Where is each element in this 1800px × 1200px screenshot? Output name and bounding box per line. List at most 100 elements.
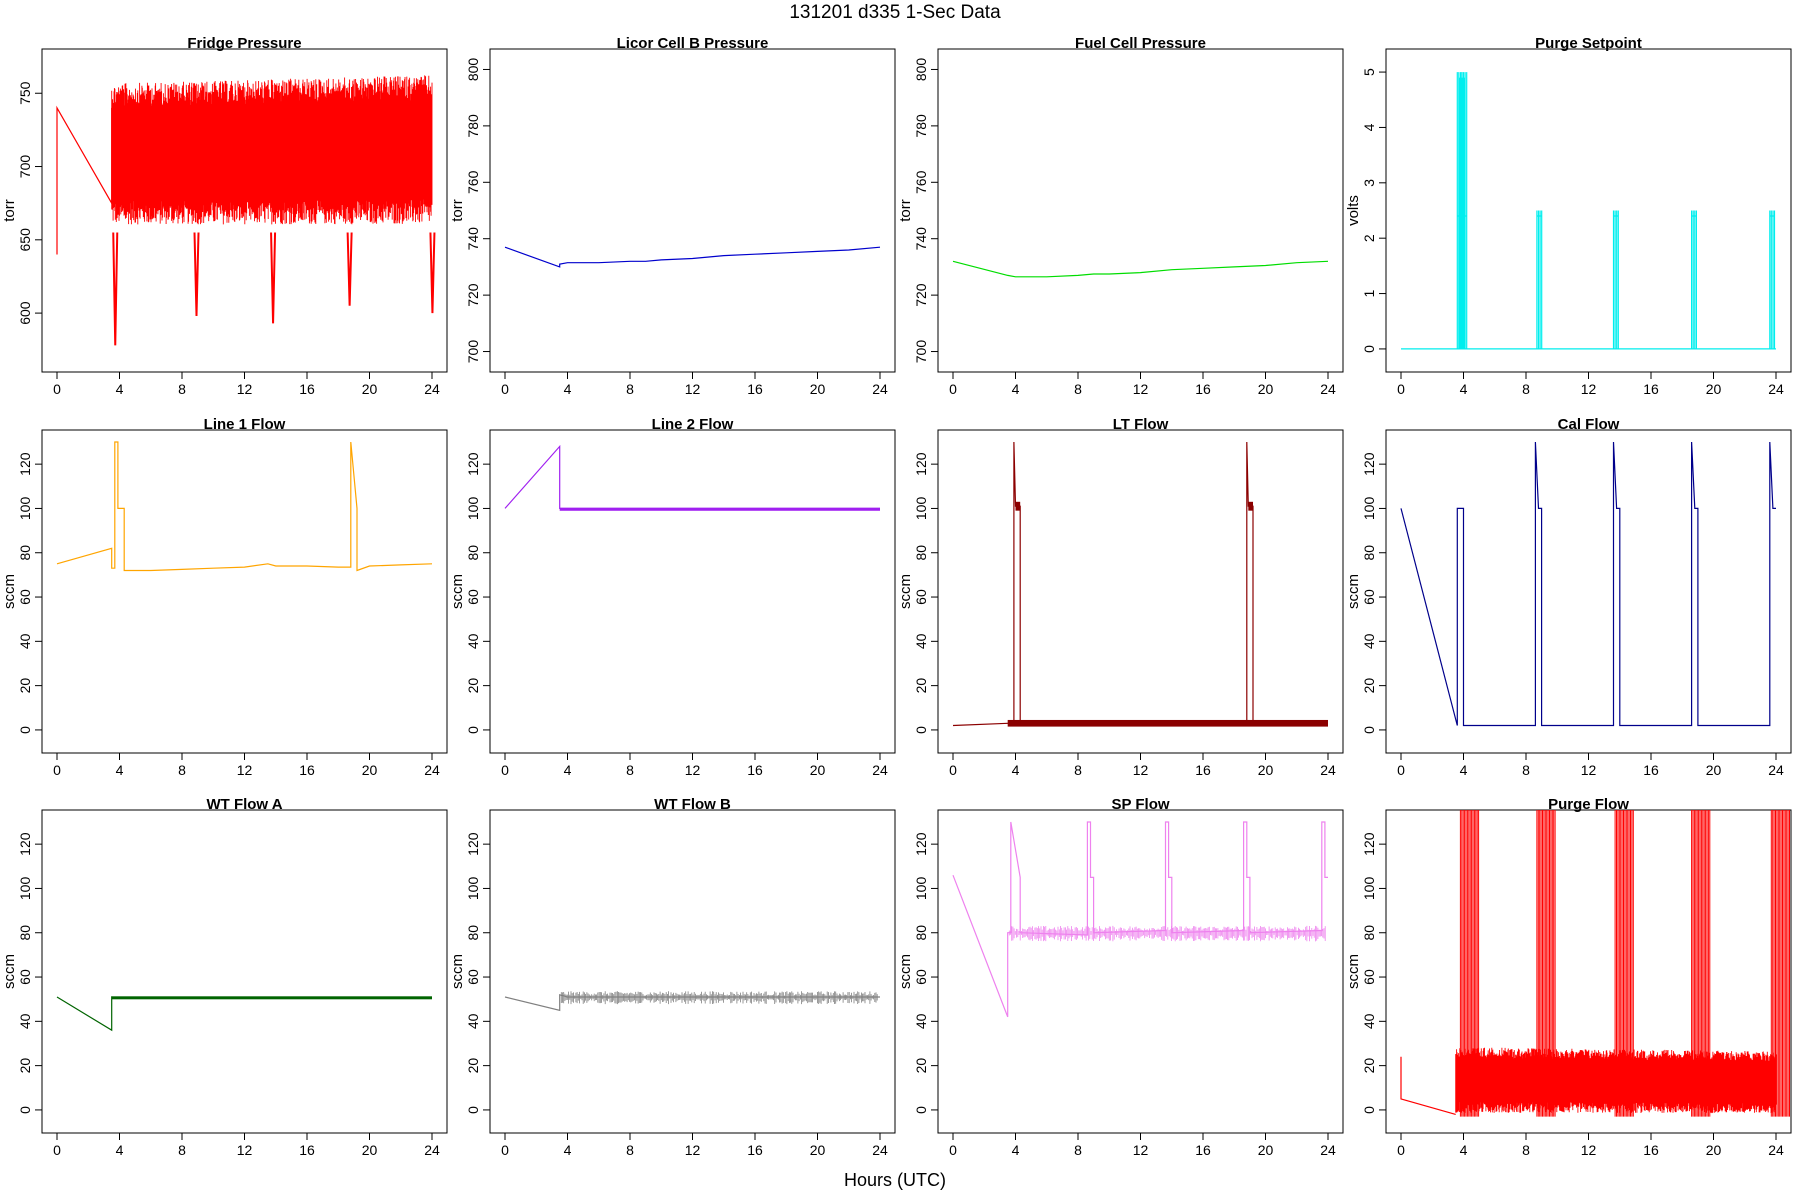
panel-8: WT Flow A 0 4 8 12 16 20 24 0 20 40 60 80 100 120 sccm: [1, 796, 448, 1158]
noise-ticks: [1008, 925, 1326, 942]
band-burst: [1536, 810, 1556, 1117]
y-axis-label: sccm: [1345, 954, 1362, 989]
plot-frame: [489, 429, 896, 754]
panel-title: WT Flow A: [206, 796, 282, 813]
spike-mark: [1691, 210, 1697, 349]
y-tick-label: 700: [17, 155, 33, 179]
plateau-block: [1248, 501, 1253, 511]
y-tick-label: 0: [1361, 726, 1377, 734]
x-tick-label: 4: [1460, 762, 1468, 778]
y-tick-label: 80: [17, 925, 33, 941]
y-tick-label: 0: [17, 1106, 33, 1114]
x-tick-label: 0: [949, 1142, 957, 1158]
y-tick-label: 120: [465, 832, 481, 856]
y-tick-label: 120: [913, 452, 929, 476]
y-axis-label: sccm: [897, 574, 914, 609]
y-tick-label: 120: [1361, 832, 1377, 856]
x-tick-label: 20: [1258, 381, 1274, 397]
y-axis-label: sccm: [897, 954, 914, 989]
y-tick-label: 760: [913, 170, 929, 194]
y-tick-label: 40: [1361, 633, 1377, 649]
y-tick-label: 20: [1361, 1058, 1377, 1074]
spike-mark: [1456, 72, 1463, 349]
x-tick-label: 20: [362, 381, 378, 397]
x-tick-label: 0: [501, 381, 509, 397]
x-tick-label: 16: [1195, 381, 1211, 397]
panel-title: Fuel Cell Pressure: [1075, 35, 1206, 52]
x-tick-label: 0: [501, 762, 509, 778]
y-tick-label: 0: [913, 1106, 929, 1114]
x-tick-label: 24: [1320, 1142, 1336, 1158]
series-line-0: [952, 821, 1328, 1018]
band-dip: [270, 232, 277, 324]
x-tick-label: 4: [1012, 762, 1020, 778]
x-tick-label: 16: [1195, 1142, 1211, 1158]
x-tick-label: 4: [116, 381, 124, 397]
y-tick-label: 800: [913, 58, 929, 82]
x-tick-label: 0: [949, 381, 957, 397]
plot-frame: [937, 429, 1344, 754]
x-tick-label: 16: [299, 381, 315, 397]
x-tick-label: 0: [53, 762, 61, 778]
band-core: [1455, 1058, 1776, 1103]
spike-mark: [1612, 210, 1619, 349]
y-tick-label: 60: [465, 589, 481, 605]
y-tick-label: 100: [465, 877, 481, 901]
x-tick-label: 20: [810, 381, 826, 397]
x-tick-label: 0: [949, 762, 957, 778]
x-tick-label: 4: [1460, 381, 1468, 397]
y-tick-label: 60: [465, 969, 481, 985]
x-tick-label: 4: [564, 1142, 572, 1158]
y-tick-label: 80: [913, 545, 929, 561]
x-tick-label: 4: [564, 762, 572, 778]
x-tick-label: 12: [237, 381, 253, 397]
x-tick-label: 0: [53, 1142, 61, 1158]
y-tick-label: 120: [1361, 452, 1377, 476]
y-tick-label: 720: [913, 283, 929, 307]
y-tick-label: 740: [465, 227, 481, 251]
y-tick-label: 120: [913, 832, 929, 856]
x-tick-label: 24: [424, 762, 440, 778]
y-axis-label: volts: [1345, 195, 1362, 226]
x-tick-label: 20: [362, 1142, 378, 1158]
y-tick-label: 600: [17, 301, 33, 325]
y-tick-label: 0: [17, 726, 33, 734]
y-tick-label: 40: [1361, 1013, 1377, 1029]
y-tick-label: 40: [17, 1013, 33, 1029]
plot-frame: [937, 809, 1344, 1134]
x-tick-label: 8: [626, 1142, 634, 1158]
plot-frame: [41, 809, 448, 1134]
y-tick-label: 3: [1361, 179, 1377, 187]
x-tick-label: 20: [1258, 762, 1274, 778]
x-tick-label: 16: [747, 381, 763, 397]
y-tick-label: 100: [913, 497, 929, 521]
y-tick-label: 700: [465, 340, 481, 364]
y-tick-label: 120: [465, 452, 481, 476]
panel-title: LT Flow: [1113, 416, 1169, 433]
y-tick-label: 650: [17, 228, 33, 252]
y-tick-label: 100: [1361, 497, 1377, 521]
series-line-0: [504, 246, 881, 268]
panel-6: LT Flow 0 4 8 12 16 20 24 0 20 40 60 80 100 120 sccm: [897, 416, 1344, 778]
y-tick-label: 100: [465, 497, 481, 521]
plot-area: [952, 260, 1329, 278]
x-tick-label: 8: [178, 381, 186, 397]
band-dip: [429, 232, 436, 314]
band-burst: [1459, 810, 1480, 1117]
y-tick-label: 0: [913, 726, 929, 734]
x-tick-label: 8: [626, 762, 634, 778]
plot-area: [56, 441, 433, 572]
series-line-0: [952, 260, 1329, 278]
panel-title: Purge Setpoint: [1535, 35, 1642, 52]
band-burst: [1770, 810, 1790, 1117]
x-tick-label: 24: [424, 381, 440, 397]
x-tick-label: 24: [424, 1142, 440, 1158]
x-tick-label: 24: [872, 1142, 888, 1158]
x-tick-label: 24: [1768, 381, 1784, 397]
x-tick-label: 8: [1522, 1142, 1530, 1158]
x-tick-label: 20: [1706, 762, 1722, 778]
x-tick-label: 16: [747, 762, 763, 778]
y-tick-label: 60: [913, 589, 929, 605]
